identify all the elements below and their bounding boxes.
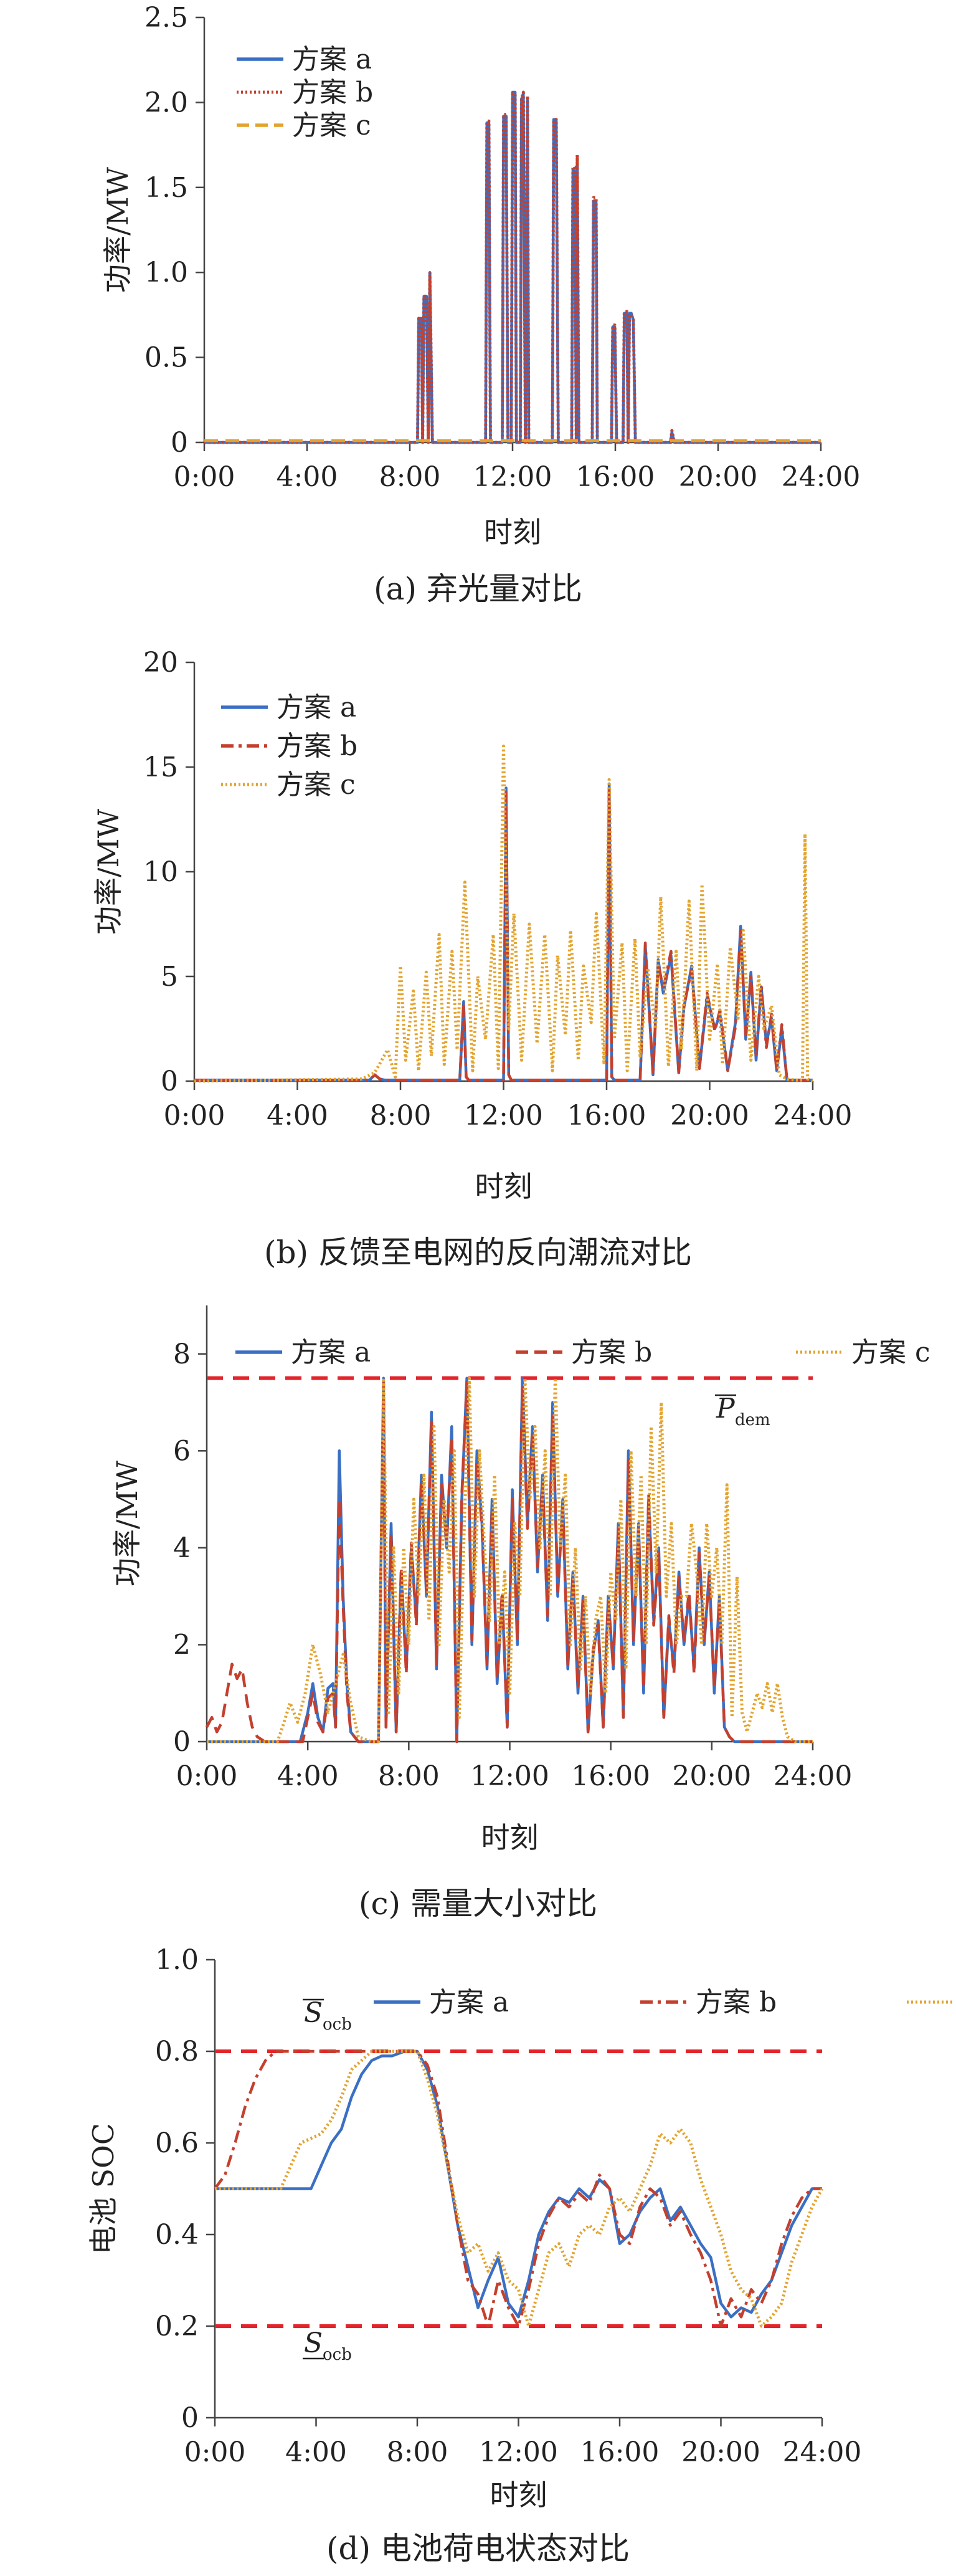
x-axis-label-a: 时刻 xyxy=(484,515,541,549)
x-tick-label-b: 20:00 xyxy=(670,1100,749,1132)
y-tick-label-a: 0 xyxy=(171,427,188,459)
x-tick-label-b: 8:00 xyxy=(370,1100,432,1132)
x-tick-label-b: 24:00 xyxy=(774,1100,853,1132)
x-tick-label-c: 4:00 xyxy=(277,1760,339,1792)
chart-panel-a: 0 0.5 1.0 1.5 2.0 2.5 0:00 4:00 8:00 12:00 16:00 20… xyxy=(0,0,956,623)
x-tick-label-d: 24:00 xyxy=(783,2436,862,2468)
y-tick-label-b: 0 xyxy=(161,1066,178,1097)
y-tick-label-c: 0 xyxy=(173,1726,191,1758)
y-tick-label-c: 4 xyxy=(173,1532,191,1564)
x-tick-label-d: 4:00 xyxy=(285,2436,347,2468)
x-axis-label-c: 时刻 xyxy=(481,1821,539,1854)
y-tick-label-a: 2.5 xyxy=(144,2,188,34)
x-tick-label-a: 12:00 xyxy=(473,461,552,493)
y-tick-label-b: 20 xyxy=(143,647,178,679)
y-tick-label-a: 0.5 xyxy=(144,342,188,374)
y-tick-label-d: 0.4 xyxy=(155,2219,199,2251)
x-tick-label-a: 16:00 xyxy=(576,461,655,493)
legend-label-a-1: 方案 a xyxy=(292,44,372,75)
legend-label-b-1: 方案 a xyxy=(277,692,356,723)
chart-caption-c: (c) 需量大小对比 xyxy=(359,1886,597,1922)
reference-label-main-d-0: S xyxy=(304,1997,323,2029)
series-line-c-2 xyxy=(206,1381,813,1744)
x-tick-label-c: 24:00 xyxy=(774,1760,853,1792)
x-tick-label-a: 20:00 xyxy=(679,461,758,493)
reference-label-sub-c-0: dem xyxy=(735,1411,770,1429)
y-tick-label-a: 1.0 xyxy=(144,257,188,289)
y-tick-label-a: 2.0 xyxy=(144,87,188,118)
chart-a-svg: 0 0.5 1.0 1.5 2.0 2.5 0:00 4:00 8:00 12:00 16:00 20… xyxy=(101,2,861,549)
legend-label-b-2: 方案 b xyxy=(277,730,357,762)
reference-label-sub-d-0: ocb xyxy=(323,2015,352,2034)
x-tick-label-a: 4:00 xyxy=(277,461,338,493)
y-tick-label-d: 1.0 xyxy=(155,1947,199,1976)
series-line-d-3 xyxy=(215,2049,824,2328)
series-line-a-1 xyxy=(204,90,821,444)
chart-panel-b: 0 5 10 15 20 0:00 4:00 8:00 12:00 16:00 20:00 24:00… xyxy=(0,632,956,1281)
y-tick-label-c: 2 xyxy=(173,1629,191,1661)
y-axis-label-d: 电池 SOC xyxy=(87,2123,120,2254)
series-line-b-2 xyxy=(194,786,813,1082)
y-axis-label-b: 功率/MW xyxy=(92,808,125,935)
reference-label-main-d-1: S xyxy=(304,2327,323,2359)
legend-label-a-2: 方案 b xyxy=(292,77,373,108)
y-tick-label-d: 0.6 xyxy=(155,2127,199,2159)
x-tick-label-c: 16:00 xyxy=(571,1760,650,1792)
y-tick-label-d: 0 xyxy=(181,2402,199,2434)
x-tick-label-c: 8:00 xyxy=(378,1760,440,1792)
legend-label-d-1: 方案 a xyxy=(429,1987,509,2018)
x-axis-label-b: 时刻 xyxy=(475,1170,532,1203)
legend-label-c-1: 方案 a xyxy=(291,1337,371,1368)
chart-d-svg: 0 0.2 0.4 0.6 0.8 1.0 0:00 4:00 8:00 12:00 16:00 20… xyxy=(87,1947,954,2512)
y-axis-label-a: 功率/MW xyxy=(101,166,135,293)
legend-label-c-2: 方案 b xyxy=(571,1337,652,1368)
legend-label-c-3: 方案 c xyxy=(851,1337,930,1368)
x-tick-label-b: 16:00 xyxy=(567,1100,646,1132)
chart-c-svg: 0 2 4 6 8 0:00 4:00 8:00 12:00 16:00 20:00 24:00 时刻 功… xyxy=(110,1305,930,1854)
series-line-d-1 xyxy=(215,2049,822,2319)
chart-caption-d: (d) 电池荷电状态对比 xyxy=(326,2531,630,2567)
x-tick-label-b: 12:00 xyxy=(464,1100,543,1132)
x-tick-label-a: 0:00 xyxy=(174,461,235,493)
x-tick-label-d: 12:00 xyxy=(479,2436,558,2468)
legend-label-a-3: 方案 c xyxy=(292,110,371,141)
series-line-a-2 xyxy=(204,90,821,444)
chart-panel-d: 0 0.2 0.4 0.6 0.8 1.0 0:00 4:00 8:00 12:00 16:00 20… xyxy=(0,1947,956,2576)
x-tick-label-d: 0:00 xyxy=(184,2436,246,2468)
y-tick-label-a: 1.5 xyxy=(144,172,188,204)
chart-caption-b: (b) 反馈至电网的反向潮流对比 xyxy=(264,1234,692,1271)
series-line-b-3 xyxy=(194,744,813,1083)
y-tick-label-b: 15 xyxy=(143,751,178,783)
series-line-c-3 xyxy=(207,1376,813,1744)
legend-label-b-3: 方案 c xyxy=(277,769,356,801)
y-tick-label-c: 8 xyxy=(173,1338,191,1370)
chart-b-svg: 0 5 10 15 20 0:00 4:00 8:00 12:00 16:00 20:00 24:00… xyxy=(92,647,853,1203)
x-axis-label-d: 时刻 xyxy=(490,2478,547,2512)
x-tick-label-d: 20:00 xyxy=(681,2436,760,2468)
series-line-d-2 xyxy=(214,2049,822,2328)
y-tick-label-b: 10 xyxy=(143,856,178,888)
reference-label-main-c-0: P xyxy=(716,1393,736,1424)
y-tick-label-d: 0.2 xyxy=(155,2311,199,2342)
chart-panel-c: 0 2 4 6 8 0:00 4:00 8:00 12:00 16:00 20:00 24:00 时刻 功… xyxy=(0,1293,956,1935)
x-tick-label-b: 4:00 xyxy=(267,1100,328,1132)
y-tick-label-d: 0.8 xyxy=(155,2036,199,2068)
x-tick-label-c: 12:00 xyxy=(470,1760,549,1792)
x-tick-label-b: 0:00 xyxy=(164,1100,225,1132)
y-tick-label-c: 6 xyxy=(173,1435,191,1467)
x-tick-label-d: 16:00 xyxy=(580,2436,660,2468)
x-tick-label-c: 20:00 xyxy=(672,1760,751,1792)
x-tick-label-a: 24:00 xyxy=(782,461,861,493)
x-tick-label-d: 8:00 xyxy=(387,2436,448,2468)
x-tick-label-c: 0:00 xyxy=(176,1760,238,1792)
y-tick-label-b: 5 xyxy=(161,961,178,993)
legend-label-d-2: 方案 b xyxy=(696,1987,777,2018)
reference-label-sub-d-1: ocb xyxy=(323,2345,352,2364)
y-axis-label-c: 功率/MW xyxy=(110,1460,144,1586)
chart-caption-a: (a) 弃光量对比 xyxy=(374,571,582,607)
x-tick-label-a: 8:00 xyxy=(379,461,441,493)
